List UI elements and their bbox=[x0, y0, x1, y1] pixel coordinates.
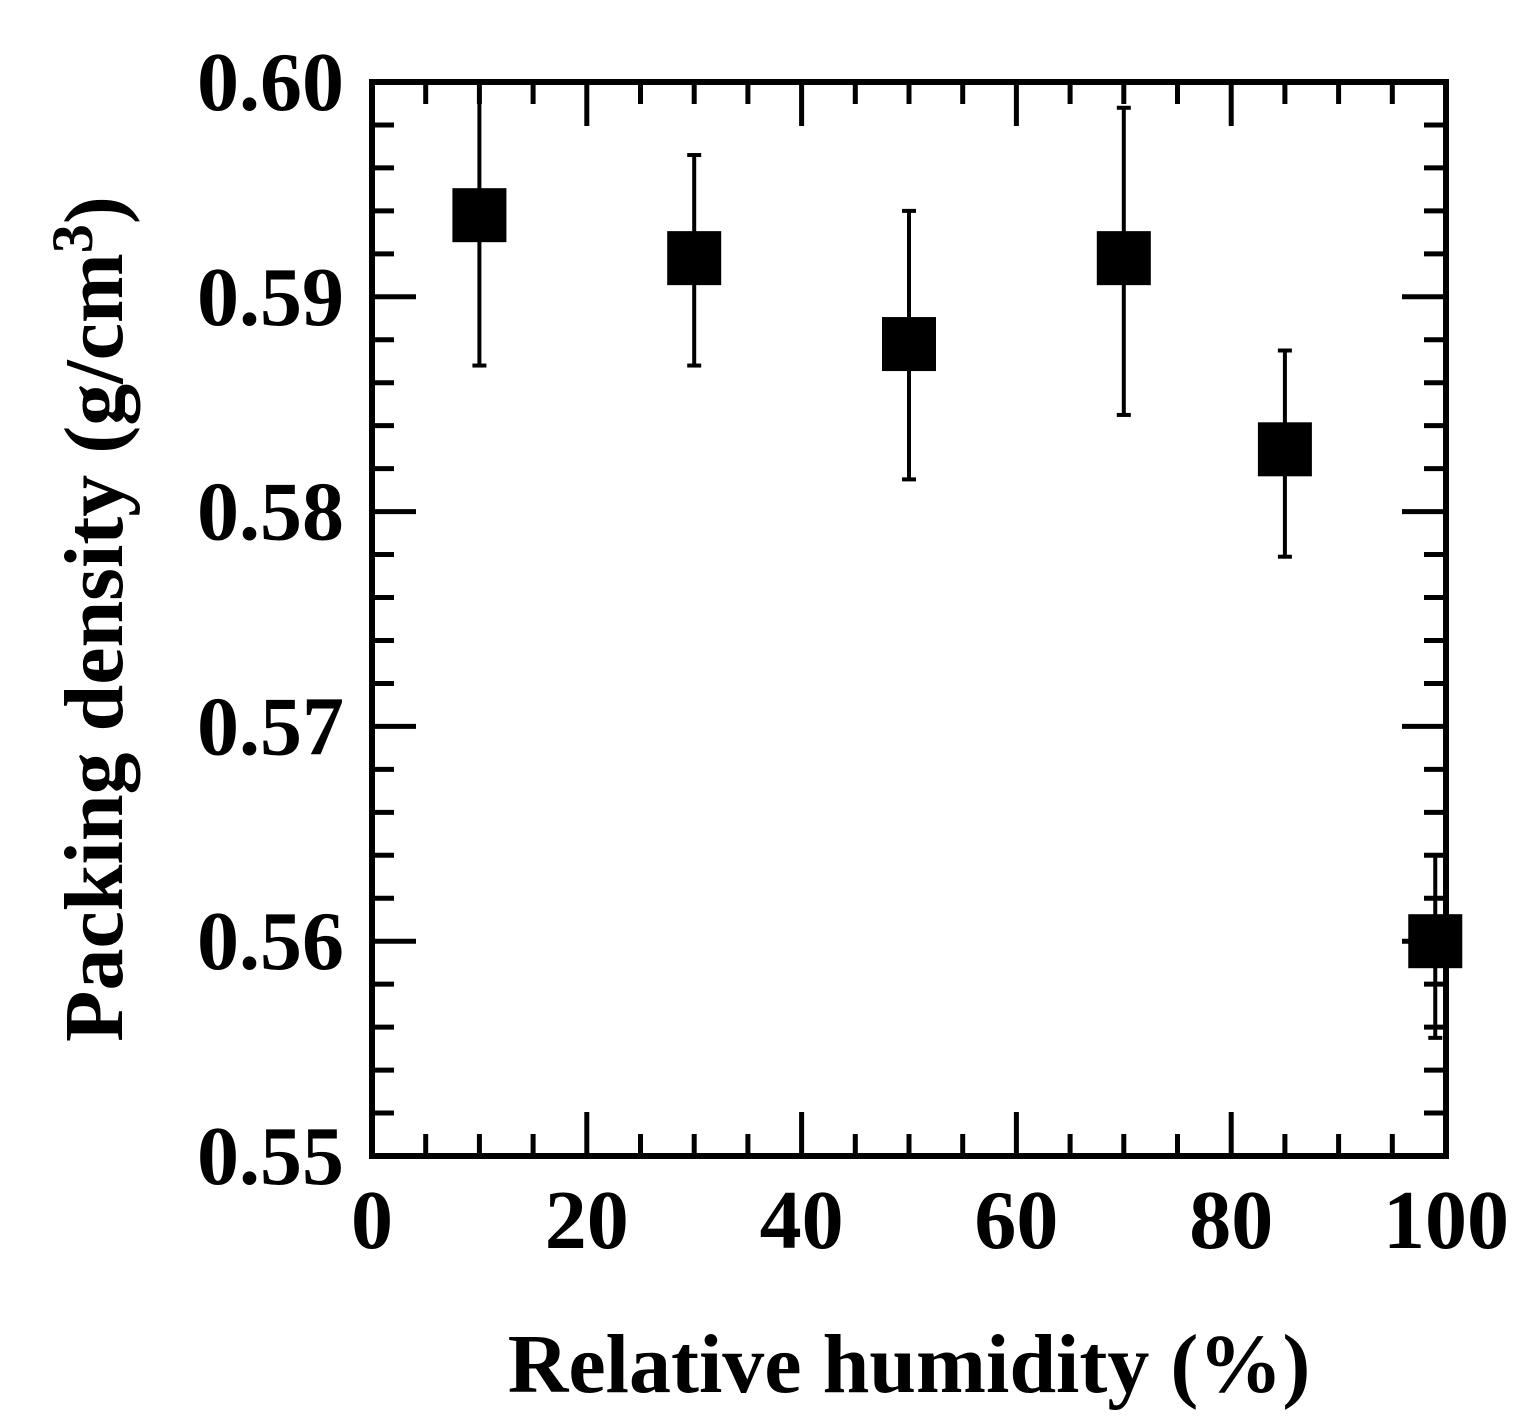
data-point-square bbox=[1408, 914, 1463, 969]
y-axis-title-superscript: 3 bbox=[40, 224, 105, 253]
y-tick-label: 0.58 bbox=[197, 466, 344, 559]
y-axis-title-main: Packing density (g/cm bbox=[48, 253, 141, 1042]
data-point-square bbox=[1096, 231, 1151, 286]
data-point-square bbox=[667, 231, 722, 286]
y-tick-label: 0.56 bbox=[197, 895, 344, 988]
x-tick-label: 60 bbox=[974, 1174, 1058, 1267]
x-axis-title: Relative humidity (%) bbox=[508, 1318, 1311, 1411]
y-tick-label: 0.57 bbox=[197, 680, 344, 773]
y-axis-title: Packing density (g/cm3) bbox=[40, 196, 141, 1042]
y-tick-label: 0.59 bbox=[197, 251, 344, 344]
y-tick-label: 0.55 bbox=[197, 1110, 344, 1203]
x-tick-label: 20 bbox=[545, 1174, 629, 1267]
data-point-square bbox=[882, 317, 936, 372]
x-tick-label: 100 bbox=[1383, 1174, 1509, 1267]
x-tick-label: 40 bbox=[760, 1174, 844, 1267]
data-point-square bbox=[1257, 422, 1312, 477]
x-tick-label: 0 bbox=[351, 1174, 393, 1267]
plot-frame bbox=[369, 79, 1449, 1159]
data-point-square bbox=[452, 188, 507, 243]
tick-labels: 0 20 40 60 80 100 0.55 0.56 0.57 0.58 0.59 0.60 bbox=[197, 36, 1509, 1267]
x-tick-label: 80 bbox=[1189, 1174, 1273, 1267]
y-axis-title-close: ) bbox=[48, 196, 141, 224]
data-points bbox=[452, 80, 1463, 1040]
y-tick-label: 0.60 bbox=[197, 36, 344, 129]
